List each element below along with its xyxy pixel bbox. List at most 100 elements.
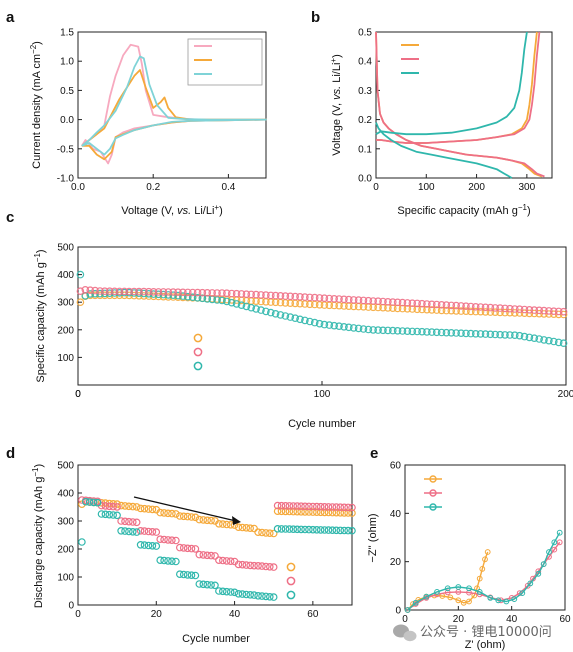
data-point-2 [423, 593, 430, 600]
data-point-0 [140, 504, 149, 513]
y-tick-label: 20 [390, 557, 402, 568]
data-point-0 [117, 501, 125, 510]
data-point-2 [332, 526, 341, 535]
data-point-0 [340, 509, 349, 517]
data-point-0 [316, 508, 325, 517]
y-axis-label: Voltage (V, vs. Li/Li+) [329, 54, 343, 156]
data-point-0 [168, 509, 176, 518]
data-point-2 [207, 581, 215, 589]
data-point-2 [423, 328, 431, 336]
x-tick-label: 100 [314, 389, 331, 400]
data-point-1 [254, 561, 262, 570]
y-tick-label: 0.0 [60, 115, 74, 126]
series-line-2 [81, 55, 267, 156]
data-point-2 [340, 526, 349, 535]
y-tick-label: 0.3 [358, 86, 372, 97]
plot-frame [77, 464, 353, 606]
data-point-2 [501, 331, 509, 339]
label-part: −1 [518, 203, 528, 212]
series-curve-2-0 [375, 122, 513, 179]
data-point-2 [336, 526, 345, 535]
data-point-0 [136, 504, 145, 513]
data-point-0 [160, 509, 168, 517]
data-point-0 [501, 308, 509, 317]
data-point-2 [487, 595, 494, 601]
data-point-2 [444, 585, 451, 592]
data-point-0 [125, 502, 133, 511]
data-point-2 [496, 330, 504, 339]
data-point-1 [159, 288, 168, 296]
data-point-1 [125, 287, 134, 296]
data-point-2 [140, 541, 149, 549]
data-point-0 [348, 509, 356, 517]
data-point-1 [427, 300, 436, 309]
data-point-1 [110, 287, 119, 296]
data-point-1 [325, 294, 334, 303]
data-point-1 [559, 307, 568, 316]
data-point-2 [545, 336, 553, 345]
y-tick-label: 200 [57, 545, 74, 556]
y-tick-label: 0.5 [60, 86, 74, 97]
data-point-0 [129, 502, 137, 511]
x-axis-label: Specific capacity (mAh g−1) [397, 203, 530, 217]
data-point-0 [305, 508, 313, 516]
data-point-2 [554, 338, 563, 347]
y-tick-label: 500 [57, 461, 74, 472]
data-point-1 [226, 557, 235, 566]
data-point-2 [184, 292, 192, 301]
data-point-2 [269, 593, 278, 601]
data-point-0 [506, 308, 514, 317]
data-point-2 [89, 498, 98, 507]
data-point-1 [315, 294, 324, 302]
data-point-1 [277, 501, 286, 510]
data-point-1 [105, 502, 114, 511]
label-part: Current density (mA cm [31, 54, 43, 169]
x-tick-label: 0.0 [71, 182, 85, 193]
y-tick-label: 1.5 [60, 28, 74, 39]
x-tick-label: 60 [559, 614, 571, 625]
data-point-1 [408, 299, 417, 308]
legend-marker [286, 562, 296, 572]
data-point-2 [462, 329, 470, 338]
data-point-0 [447, 594, 454, 601]
data-point-2 [354, 324, 363, 333]
data-point-0 [207, 516, 215, 525]
data-point-2 [476, 589, 483, 595]
data-point-2 [219, 587, 227, 596]
series-curve-0-1 [376, 31, 538, 144]
legend-marker [193, 361, 203, 371]
data-point-0 [301, 508, 309, 516]
data-point-0 [324, 508, 333, 517]
data-point-2 [466, 585, 472, 592]
data-point-1 [223, 289, 231, 298]
data-point-1 [262, 291, 270, 299]
y-tick-label: 60 [390, 461, 402, 472]
data-point-0 [332, 508, 341, 517]
y-tick-label: 0 [395, 606, 401, 617]
data-point-2 [330, 321, 339, 330]
data-point-2 [503, 598, 510, 605]
data-point-2 [549, 337, 558, 346]
data-point-0 [215, 519, 223, 528]
data-point-0 [113, 500, 121, 508]
data-point-0 [510, 309, 519, 317]
panel-label-d: d [6, 445, 15, 462]
data-point-2 [457, 329, 465, 338]
label-part: −2 [29, 44, 38, 54]
data-point-0 [76, 298, 85, 307]
data-point-2 [152, 542, 161, 550]
data-point-1 [203, 288, 212, 297]
x-tick-label: 20 [453, 614, 465, 625]
data-point-1 [403, 299, 412, 307]
data-point-1 [281, 501, 290, 510]
data-point-2 [535, 570, 542, 577]
data-point-2 [129, 527, 137, 536]
data-point-0 [320, 508, 329, 517]
panel-e-plot: 0 20 40 60 0 20 40 60 Z' (ohm) −Z'' (ohm) [367, 461, 571, 652]
legend-marker [429, 475, 437, 483]
x-tick-label: 40 [506, 614, 518, 625]
data-point-1 [525, 305, 534, 314]
data-point-0 [254, 528, 262, 537]
data-point-2 [344, 526, 352, 535]
